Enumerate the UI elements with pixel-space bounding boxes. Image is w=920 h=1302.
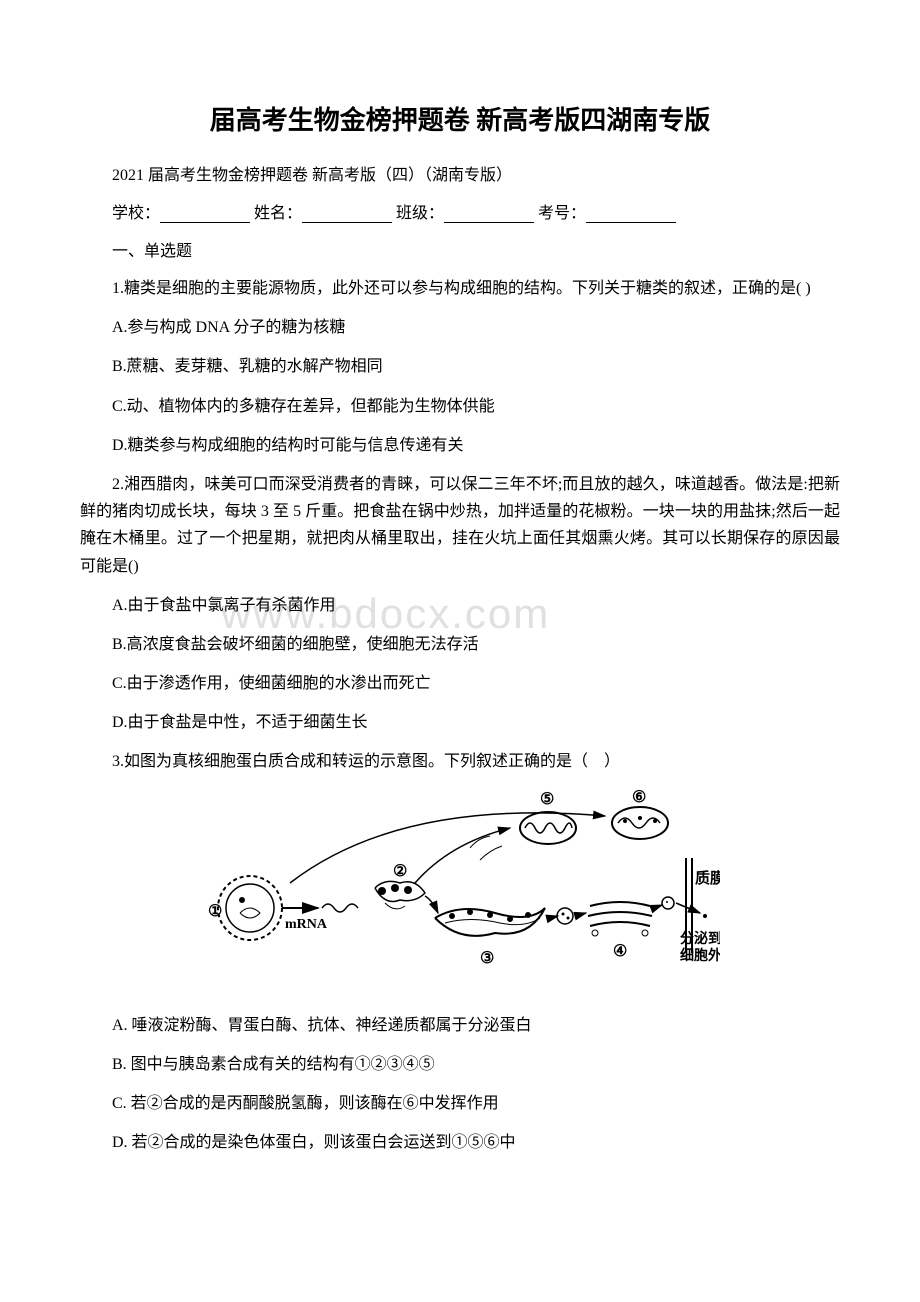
q1-stem: 1.糖类是细胞的主要能源物质，此外还可以参与构成细胞的结构。下列关于糖类的叙述，…: [80, 275, 840, 302]
vesicle-1: [557, 908, 573, 924]
q3-option-a: A. 唾液淀粉酶、胃蛋白酶、抗体、神经递质都属于分泌蛋白: [80, 1012, 840, 1039]
q2-option-a: A.由于食盐中氯离子有杀菌作用: [80, 592, 840, 619]
section-1-header: 一、单选题: [80, 237, 840, 261]
branch-small2: [480, 846, 502, 860]
q3-option-c: C. 若②合成的是丙酮酸脱氢酶，则该酶在⑥中发挥作用: [80, 1090, 840, 1117]
document-content: 届高考生物金榜押题卷 新高考版四湖南专版 2021 届高考生物金榜押题卷 新高考…: [80, 100, 840, 1156]
secrete-label-1: 分泌到: [680, 930, 720, 947]
student-info-line: 学校： 姓名： 班级： 考号：: [80, 199, 840, 223]
q2-stem: 2.湘西腊肉，味美可口而深受消费者的青睐，可以保二三年不坏;而且放的越久，味道越…: [80, 471, 840, 580]
label-1: ①: [208, 903, 222, 920]
page-title: 届高考生物金榜押题卷 新高考版四湖南专版: [80, 100, 840, 137]
q3-option-b: B. 图中与胰岛素合成有关的结构有①②③④⑤: [80, 1051, 840, 1078]
secrete-label-2: 细胞外: [680, 947, 720, 964]
q2-option-c: C.由于渗透作用，使细菌细胞的水渗出而死亡: [80, 670, 840, 697]
q1-option-c: C.动、植物体内的多糖存在差异，但都能为生物体供能: [80, 393, 840, 420]
r-to-er-arrow: [425, 896, 438, 913]
mrna-label: mRNA: [285, 917, 328, 932]
class-blank: [444, 207, 534, 223]
school-label: 学校：: [112, 205, 160, 222]
mitochondria: [520, 812, 576, 844]
structure-6: [612, 807, 668, 839]
nucleus-dna: [240, 908, 260, 918]
q3-stem: 3.如图为真核细胞蛋白质合成和转运的示意图。下列叙述正确的是（ ）: [80, 748, 840, 775]
membrane-label: 质膜: [695, 869, 720, 887]
name-label: 姓名：: [254, 205, 302, 222]
examno-blank: [586, 207, 676, 223]
q3-option-d: D. 若②合成的是染色体蛋白，则该蛋白会运送到①⑤⑥中: [80, 1129, 840, 1156]
q2-option-d: D.由于食盐是中性，不适于细菌生长: [80, 709, 840, 736]
school-blank: [160, 207, 250, 223]
ribosome: [375, 881, 425, 909]
top-arrow: [290, 812, 605, 882]
ves-to-golgi-arrow: [575, 913, 586, 916]
q1-option-d: D.糖类参与构成细胞的结构时可能与信息传递有关: [80, 432, 840, 459]
label-6: ⑥: [632, 789, 646, 806]
endoplasmic-reticulum: [435, 908, 545, 936]
q2-option-b: B.高浓度食盐会破坏细菌的细胞壁，使细胞无法存活: [80, 631, 840, 658]
subtitle: 2021 届高考生物金榜押题卷 新高考版（四）（湖南专版）: [80, 161, 840, 185]
q1-option-b: B.蔗糖、麦芽糖、乳糖的水解产物相同: [80, 353, 840, 380]
class-label: 班级：: [396, 205, 444, 222]
r-to-mito-arrow: [415, 828, 510, 883]
secreted-dot: [703, 914, 707, 918]
golgi: [588, 902, 652, 936]
q3-diagram: ① mRNA ②: [200, 788, 720, 998]
nucleus-dot: [239, 897, 245, 903]
label-5: ⑤: [540, 791, 554, 808]
q1-option-a: A.参与构成 DNA 分子的糖为核糖: [80, 314, 840, 341]
vesicle-2: [662, 897, 674, 909]
protein-transport-diagram: ① mRNA ②: [200, 788, 720, 998]
golgi-to-ves-arrow: [654, 905, 662, 908]
mrna-wave: [322, 904, 358, 912]
label-3: ③: [480, 950, 494, 967]
label-4: ④: [613, 943, 627, 960]
label-2: ②: [393, 863, 407, 880]
secretion-arrow: [676, 903, 700, 913]
examno-label: 考号：: [538, 205, 586, 222]
name-blank: [302, 207, 392, 223]
